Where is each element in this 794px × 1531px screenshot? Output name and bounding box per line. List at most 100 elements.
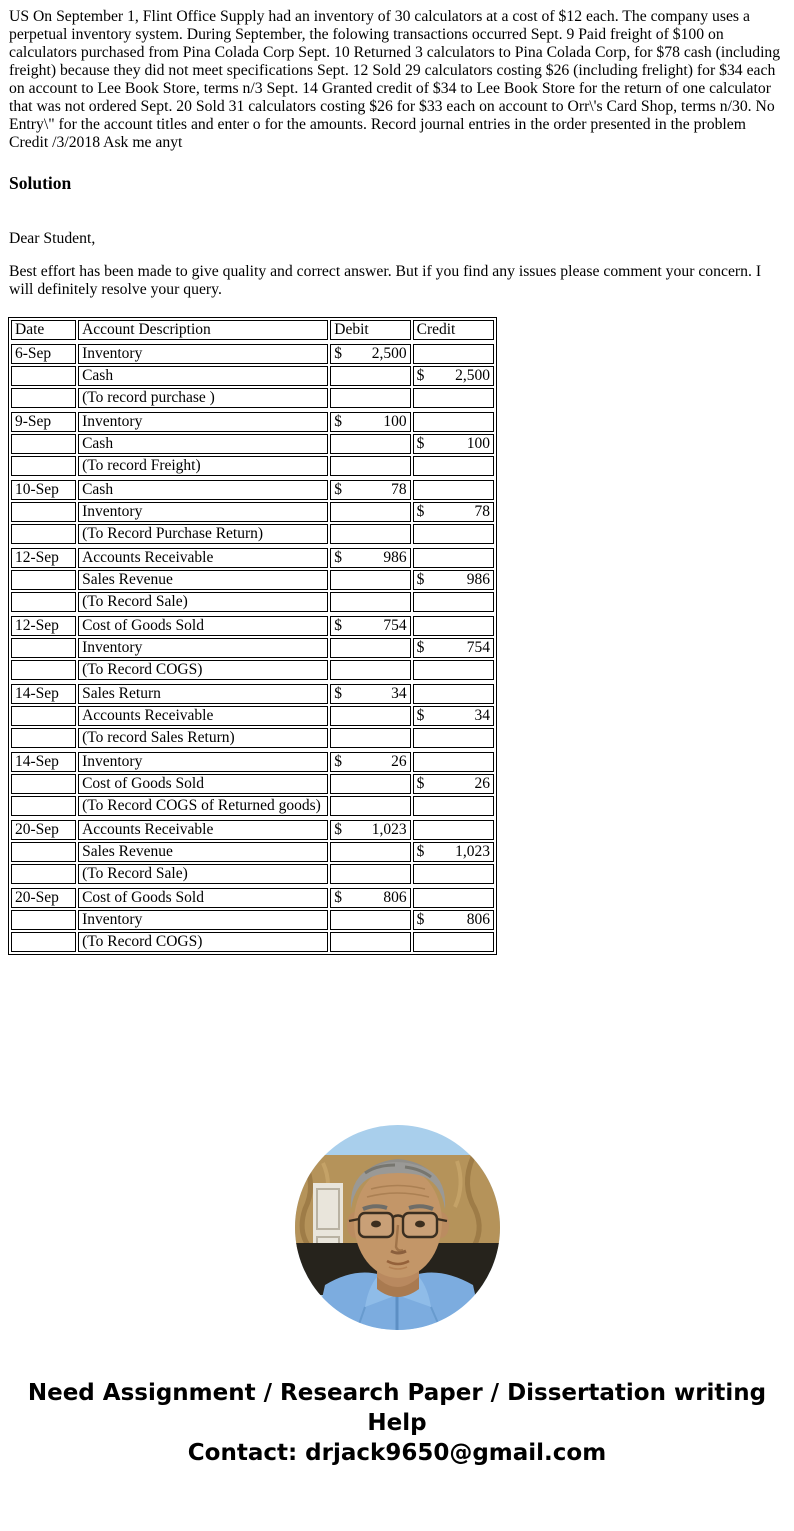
- journal-debit-cell: $100: [330, 412, 411, 432]
- journal-account-cell: Cost of Goods Sold: [78, 616, 329, 636]
- amount: 34: [391, 685, 407, 702]
- amount: 100: [383, 413, 407, 430]
- money-value: $2,500: [417, 367, 490, 385]
- journal-account-cell: Sales Revenue: [78, 570, 329, 590]
- footer-contact: Need Assignment / Research Paper / Disse…: [27, 1378, 767, 1468]
- amount: 754: [383, 617, 407, 634]
- journal-header-row: Date Account Description Debit Credit: [11, 320, 494, 340]
- journal-date-cell: [11, 932, 77, 952]
- journal-date-cell: 20-Sep: [11, 888, 77, 908]
- journal-date-cell: [11, 502, 77, 522]
- currency-symbol: $: [334, 685, 343, 702]
- journal-header-cell: Credit: [412, 320, 494, 340]
- journal-row: (To Record COGS of Returned goods): [11, 796, 494, 816]
- journal-row: (To Record Sale): [11, 592, 494, 612]
- money-value: $34: [334, 685, 406, 703]
- currency-symbol: $: [334, 753, 343, 770]
- journal-row: (To Record Purchase Return): [11, 524, 494, 544]
- money-value: $1,023: [334, 821, 406, 839]
- journal-date-cell: [11, 660, 77, 680]
- journal-row: 12-Sep Cost of Goods Sold $754: [11, 616, 494, 636]
- journal-credit-cell: [412, 728, 494, 748]
- currency-symbol: $: [416, 639, 425, 656]
- journal-account-cell: Accounts Receivable: [78, 548, 329, 568]
- money-value: $100: [417, 435, 490, 453]
- journal-credit-cell: $986: [412, 570, 494, 590]
- money-value: $2,500: [334, 345, 406, 363]
- journal-account-cell: Inventory: [78, 638, 329, 658]
- amount: 2,500: [371, 345, 407, 362]
- journal-header-cell: Date: [11, 320, 77, 340]
- journal-account-cell: Cash: [78, 480, 329, 500]
- money-value: $34: [417, 707, 490, 725]
- journal-date-cell: [11, 388, 77, 408]
- greeting-text: Dear Student,: [9, 230, 96, 247]
- journal-credit-cell: [412, 660, 494, 680]
- journal-credit-cell: [412, 480, 494, 500]
- amount: 26: [474, 775, 491, 792]
- journal-date-cell: [11, 842, 77, 862]
- journal-row: (To Record COGS): [11, 932, 494, 952]
- journal-header-cell: Debit: [330, 320, 411, 340]
- journal-row: 14-Sep Sales Return $34: [11, 684, 494, 704]
- amount: 1,023: [371, 821, 407, 838]
- journal-row: 6-Sep Inventory $2,500: [11, 344, 494, 364]
- journal-row: (To record purchase ): [11, 388, 494, 408]
- journal-date-cell: [11, 366, 77, 386]
- journal-row: Inventory $78: [11, 502, 494, 522]
- journal-entries-table: Date Account Description Debit Credit 6-Sep I…: [8, 317, 497, 955]
- amount: 2,500: [455, 367, 490, 384]
- journal-row: 9-Sep Inventory $100: [11, 412, 494, 432]
- journal-debit-cell: [330, 570, 411, 590]
- journal-date-cell: [11, 706, 77, 726]
- currency-symbol: $: [334, 821, 343, 838]
- journal-date-cell: [11, 910, 77, 930]
- solution-heading: Solution: [9, 173, 72, 193]
- journal-account-cell: Cash: [78, 366, 329, 386]
- journal-account-cell: Sales Revenue: [78, 842, 329, 862]
- journal-credit-cell: [412, 412, 494, 432]
- journal-entry-table: 20-Sep Cost of Goods Sold $806 Inventory $80…: [9, 886, 496, 954]
- footer-contact-email: Contact: drjack9650@gmail.com: [187, 1440, 607, 1466]
- journal-date-cell: 14-Sep: [11, 752, 77, 772]
- journal-date-cell: [11, 796, 77, 816]
- journal-entry-table: 14-Sep Sales Return $34 Accounts Receivable…: [9, 682, 496, 750]
- journal-debit-cell: [330, 502, 411, 522]
- journal-account-cell: Inventory: [78, 910, 329, 930]
- money-value: $986: [417, 571, 490, 589]
- journal-credit-cell: [412, 932, 494, 952]
- journal-header-cell: Account Description: [78, 320, 329, 340]
- tutor-photo: [294, 1125, 500, 1330]
- journal-debit-cell: $754: [330, 616, 411, 636]
- journal-debit-cell: [330, 728, 411, 748]
- currency-symbol: $: [416, 911, 425, 928]
- journal-date-cell: 14-Sep: [11, 684, 77, 704]
- journal-debit-cell: [330, 660, 411, 680]
- money-value: $78: [334, 481, 406, 499]
- journal-credit-cell: [412, 456, 494, 476]
- journal-debit-cell: $26: [330, 752, 411, 772]
- journal-entry-table: 9-Sep Inventory $100 Cash $100 (To record Fre…: [9, 410, 496, 478]
- journal-row: Sales Revenue $1,023: [11, 842, 494, 862]
- journal-date-cell: [11, 774, 77, 794]
- money-value: $100: [334, 413, 406, 431]
- journal-account-cell: Accounts Receivable: [78, 820, 329, 840]
- journal-row: Inventory $806: [11, 910, 494, 930]
- tutor-photo-image: [294, 1125, 500, 1330]
- journal-account-cell: (To record Sales Return): [78, 728, 329, 748]
- journal-credit-cell: [412, 820, 494, 840]
- journal-credit-cell: $1,023: [412, 842, 494, 862]
- journal-entry-table: 14-Sep Inventory $26 Cost of Goods Sold $26 (…: [9, 750, 496, 818]
- currency-symbol: $: [334, 481, 343, 498]
- journal-row: (To record Freight): [11, 456, 494, 476]
- journal-credit-cell: [412, 752, 494, 772]
- journal-debit-cell: [330, 910, 411, 930]
- journal-header-table: Date Account Description Debit Credit: [9, 318, 496, 342]
- journal-debit-cell: [330, 434, 411, 454]
- journal-row: (To Record COGS): [11, 660, 494, 680]
- currency-symbol: $: [416, 843, 425, 860]
- journal-date-cell: 9-Sep: [11, 412, 77, 432]
- currency-symbol: $: [334, 617, 343, 634]
- journal-credit-cell: [412, 684, 494, 704]
- journal-debit-cell: $986: [330, 548, 411, 568]
